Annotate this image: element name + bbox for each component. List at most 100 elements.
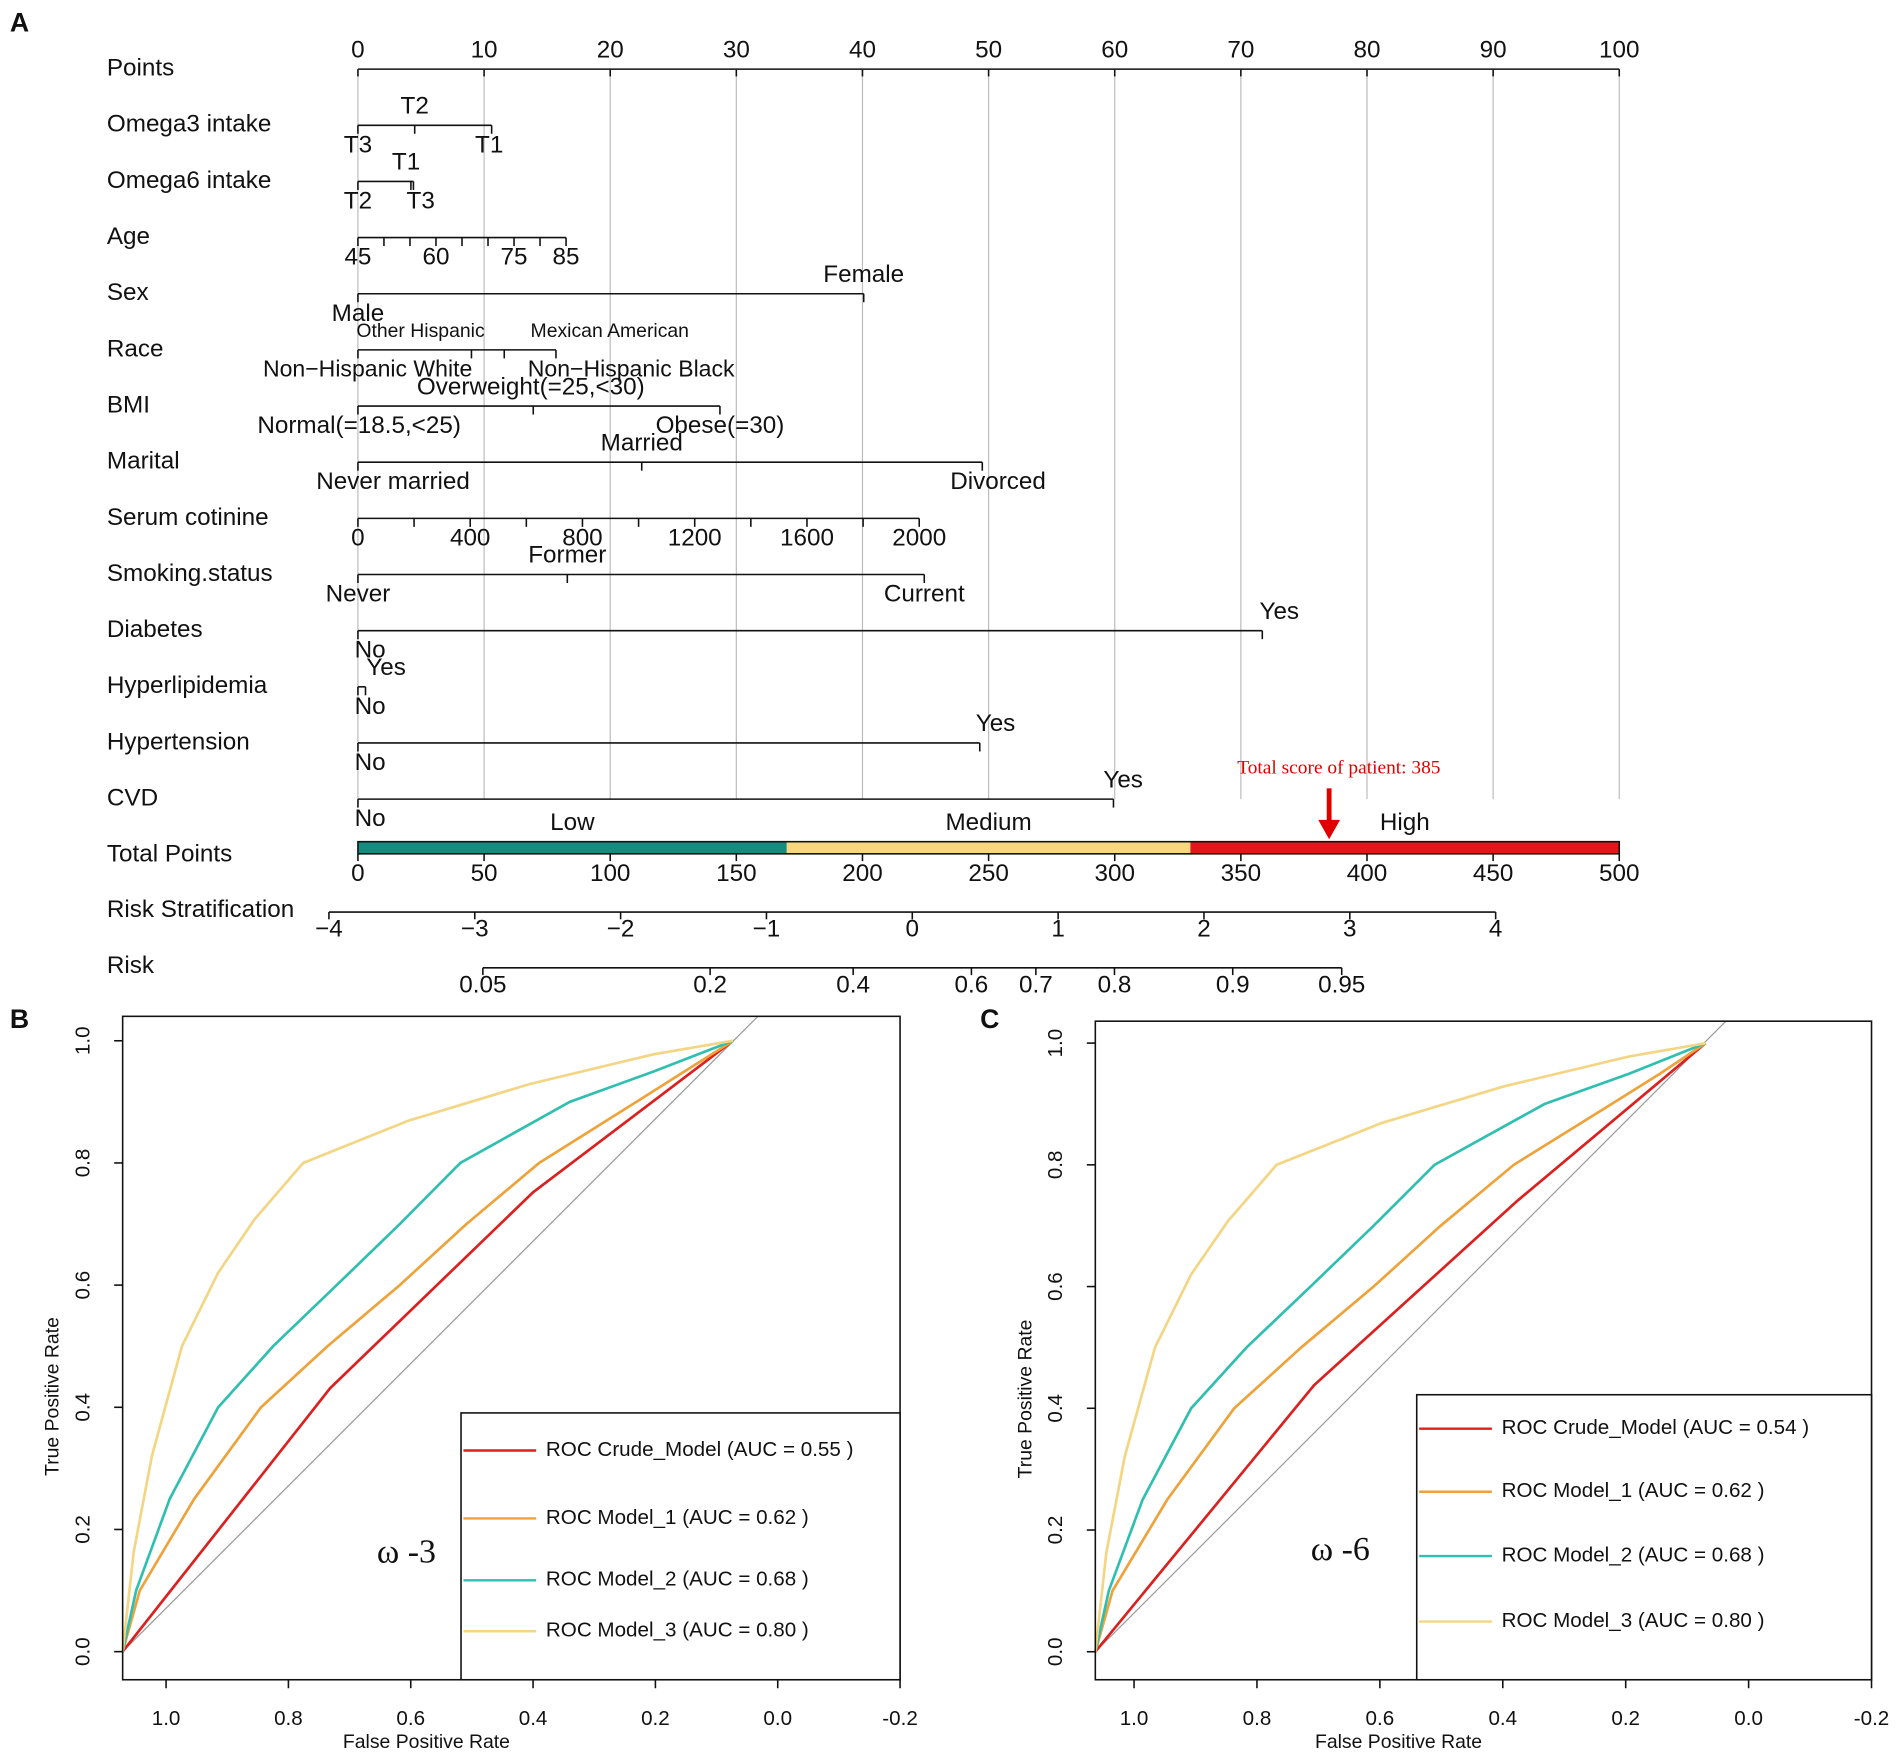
tick-label: 40: [849, 36, 876, 63]
tick-label: 400: [450, 524, 490, 551]
tick-label: 200: [842, 860, 882, 887]
level-label: No: [355, 805, 386, 832]
level-label: Divorced: [950, 468, 1046, 495]
x-tick-label: 0.6: [1366, 1707, 1395, 1730]
legend-label: ROC Model_2 (AUC = 0.68 ): [546, 1568, 809, 1591]
roc-curve: [121, 1039, 734, 1652]
row-label: Smoking.status: [107, 560, 273, 587]
tick-label: 0: [351, 860, 365, 887]
row-label: Diabetes: [107, 616, 203, 643]
tick-label: 300: [1094, 860, 1134, 887]
tick-label: 30: [723, 36, 750, 63]
band-label: Low: [550, 809, 595, 836]
row-label: Age: [107, 223, 150, 250]
y-axis-label: True Positive Rate: [42, 1317, 64, 1476]
panel-label: B: [10, 1004, 29, 1034]
tick-label: 350: [1221, 860, 1261, 887]
level-label: T1: [392, 149, 420, 176]
tick-label: −2: [607, 916, 635, 943]
reference-line: [1094, 1020, 1727, 1653]
roc-panel: 1.0 0.8 0.6 0.4 0.2 0.0 -0.2 0.0 0.2 0.4 0.6 0.8 1.0…: [42, 1015, 918, 1753]
legend-label: ROC Model_2 (AUC = 0.68 ): [1502, 1543, 1765, 1566]
roc-curve: [121, 1039, 734, 1652]
x-tick-label: 0.6: [396, 1707, 425, 1730]
tick-label: 2000: [892, 524, 946, 551]
risk-band: [786, 841, 1191, 854]
y-tick-label: 1.0: [1044, 1029, 1067, 1058]
tick-label: 2: [1197, 916, 1211, 943]
tick-label: 20: [597, 36, 624, 63]
tick-label: 1: [1051, 916, 1065, 943]
row-label: Race: [107, 335, 164, 362]
level-label: Obese(=30): [656, 412, 785, 439]
level-label: Yes: [366, 654, 406, 681]
level-label: Yes: [1260, 598, 1300, 625]
level-label: Normal(=18.5,<25): [257, 412, 461, 439]
risk-band: [357, 841, 787, 854]
x-tick-label: 1.0: [152, 1707, 181, 1730]
level-label: Yes: [1103, 766, 1143, 793]
row-label: Risk: [107, 952, 155, 979]
level-label: Non−Hispanic Black: [528, 356, 735, 382]
tick-label: 100: [590, 860, 630, 887]
tick-label: 0: [906, 916, 920, 943]
tick-label: 85: [553, 244, 580, 271]
level-label: No: [355, 749, 386, 776]
y-tick-label: 0.6: [1044, 1272, 1067, 1301]
x-tick-label: 0.2: [641, 1707, 670, 1730]
y-tick-label: 0.2: [1044, 1516, 1067, 1545]
level-label: Never: [326, 581, 391, 608]
tick-label: 0.8: [1098, 971, 1132, 998]
legend-label: ROC Model_1 (AUC = 0.62 ): [546, 1506, 809, 1529]
tick-label: −4: [315, 916, 343, 943]
level-label: Overweight(=25,<30): [417, 373, 645, 400]
panel-label: A: [10, 7, 29, 37]
level-label: Mexican American: [531, 320, 689, 342]
row-label: Total Points: [107, 840, 232, 867]
x-tick-label: 0.0: [1734, 1707, 1763, 1730]
y-tick-label: 0.4: [1044, 1394, 1067, 1423]
legend-label: ROC Crude_Model (AUC = 0.54 ): [1502, 1416, 1810, 1439]
legend-label: ROC Model_1 (AUC = 0.62 ): [1502, 1479, 1765, 1502]
row-label: Omega3 intake: [107, 111, 271, 138]
tick-label: 50: [471, 860, 498, 887]
annotation: ω -6: [1311, 1531, 1370, 1568]
row-label: Hypertension: [107, 728, 250, 755]
row-label: CVD: [107, 785, 158, 812]
level-label: Other Hispanic: [356, 320, 485, 342]
tick-label: 3: [1343, 916, 1357, 943]
y-tick-label: 0.8: [1044, 1150, 1067, 1179]
legend-label: ROC Model_3 (AUC = 0.80 ): [1502, 1609, 1765, 1632]
reference-line: [122, 1015, 759, 1653]
roc-curve: [1093, 1041, 1706, 1652]
x-tick-label: 1.0: [1120, 1707, 1149, 1730]
roc-curve: [1094, 1041, 1707, 1653]
legend-label: ROC Model_3 (AUC = 0.80 ): [546, 1619, 809, 1642]
tick-label: 60: [1101, 36, 1128, 63]
roc-panel: 1.0 0.8 0.6 0.4 0.2 0.0 -0.2 0.0 0.2 0.4 0.6 0.8 1.0…: [1014, 1020, 1890, 1753]
x-tick-label: -0.2: [882, 1707, 918, 1730]
x-tick-label: 0.0: [763, 1707, 792, 1730]
tick-label: 400: [1347, 860, 1387, 887]
tick-label: 250: [968, 860, 1008, 887]
tick-label: 0.2: [693, 971, 727, 998]
row-label: Sex: [107, 279, 149, 306]
tick-label: 100: [1599, 36, 1639, 63]
row-label: Serum cotinine: [107, 504, 269, 531]
level-label: T2: [401, 92, 429, 119]
x-tick-label: -0.2: [1854, 1707, 1890, 1730]
y-tick-label: 1.0: [71, 1026, 94, 1055]
tick-label: 60: [422, 244, 449, 271]
tick-label: 10: [471, 36, 498, 63]
tick-label: 1200: [668, 524, 722, 551]
y-tick-label: 0.0: [1044, 1637, 1067, 1666]
y-tick-label: 0.4: [71, 1393, 94, 1422]
tick-label: 0: [351, 36, 365, 63]
tick-label: 0.7: [1019, 971, 1053, 998]
x-tick-label: 0.2: [1611, 1707, 1640, 1730]
tick-label: 90: [1480, 36, 1507, 63]
tick-label: 50: [975, 36, 1002, 63]
x-tick-label: 0.4: [1488, 1707, 1517, 1730]
row-label: Points: [107, 55, 174, 82]
level-label: Yes: [976, 710, 1016, 737]
